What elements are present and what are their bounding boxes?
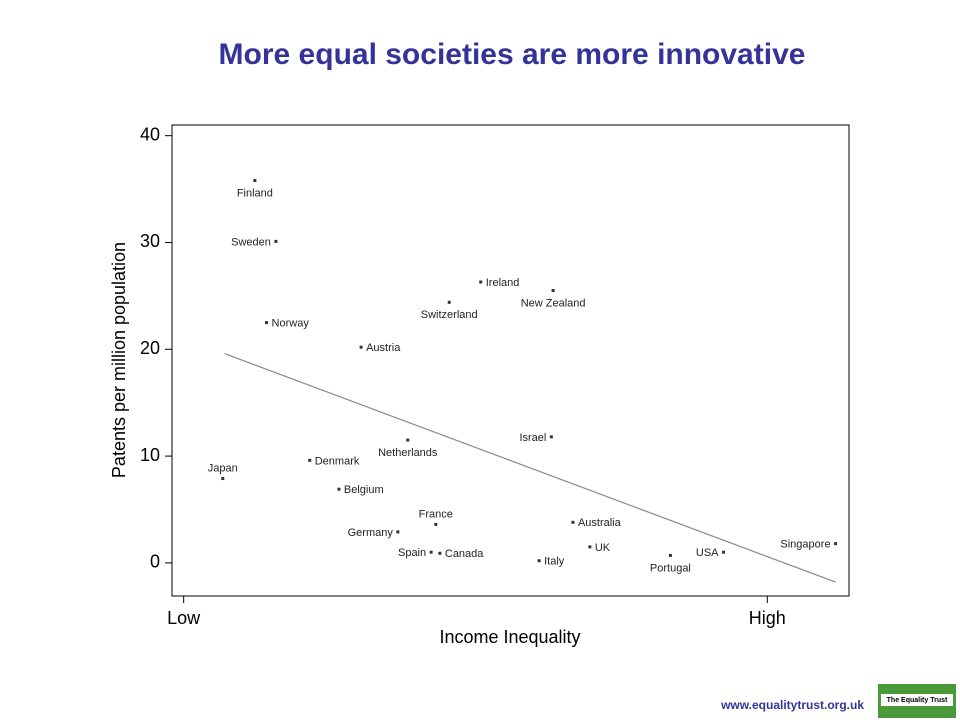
data-point <box>668 553 672 557</box>
data-point <box>551 289 555 293</box>
point-label: Portugal <box>650 562 691 574</box>
footer-url: www.equalitytrust.org.uk <box>720 698 864 712</box>
data-point <box>359 345 363 349</box>
trend-line <box>224 352 836 583</box>
data-point <box>429 550 433 554</box>
logo-text: The Equality Trust <box>887 697 948 704</box>
point-label: Italy <box>544 556 565 568</box>
point-label: Finland <box>237 187 273 199</box>
data-point <box>434 522 438 526</box>
data-point <box>588 545 592 549</box>
y-tick-label: 40 <box>140 124 160 144</box>
point-label: Austria <box>366 342 401 354</box>
point-label: Netherlands <box>378 447 438 459</box>
point-label: USA <box>696 547 719 559</box>
point-label: Belgium <box>344 484 384 496</box>
data-point <box>337 487 341 491</box>
data-point <box>274 239 278 243</box>
point-label: Ireland <box>486 277 520 289</box>
point-label: Sweden <box>231 236 271 248</box>
point-label: Denmark <box>315 455 360 467</box>
point-label: Germany <box>348 527 394 539</box>
y-tick-label: 0 <box>150 552 160 572</box>
point-label: New Zealand <box>521 297 586 309</box>
x-axis-label: Income Inequality <box>439 627 580 647</box>
point-label: Spain <box>398 547 426 559</box>
data-point <box>406 438 410 442</box>
point-label: UK <box>595 542 611 554</box>
point-label: Singapore <box>780 539 830 551</box>
data-point <box>396 530 400 534</box>
chart-title: More equal societies are more innovative <box>219 38 806 71</box>
y-tick-label: 20 <box>140 338 160 358</box>
data-point <box>537 559 541 563</box>
data-point <box>221 477 225 481</box>
data-point <box>308 458 312 462</box>
point-label: Switzerland <box>421 309 478 321</box>
point-label: Israel <box>519 432 546 444</box>
data-point <box>479 280 483 284</box>
data-point <box>438 551 442 555</box>
point-label: Japan <box>208 462 238 474</box>
point-label: France <box>419 508 453 520</box>
data-point <box>834 542 838 546</box>
point-label: Australia <box>578 517 622 529</box>
x-tick-label: Low <box>167 608 201 628</box>
logo-band <box>881 694 953 706</box>
data-point <box>265 321 269 325</box>
data-point <box>722 550 726 554</box>
y-axis-label: Patents per million population <box>109 242 129 478</box>
plot-frame <box>171 124 850 597</box>
point-label: Norway <box>272 317 310 329</box>
y-tick-label: 30 <box>140 231 160 251</box>
point-label: Canada <box>445 548 484 560</box>
data-point <box>571 520 575 524</box>
x-tick-label: High <box>749 608 786 628</box>
data-point <box>447 300 451 304</box>
data-point <box>549 435 553 439</box>
data-point <box>253 179 257 183</box>
y-tick-label: 10 <box>140 445 160 465</box>
